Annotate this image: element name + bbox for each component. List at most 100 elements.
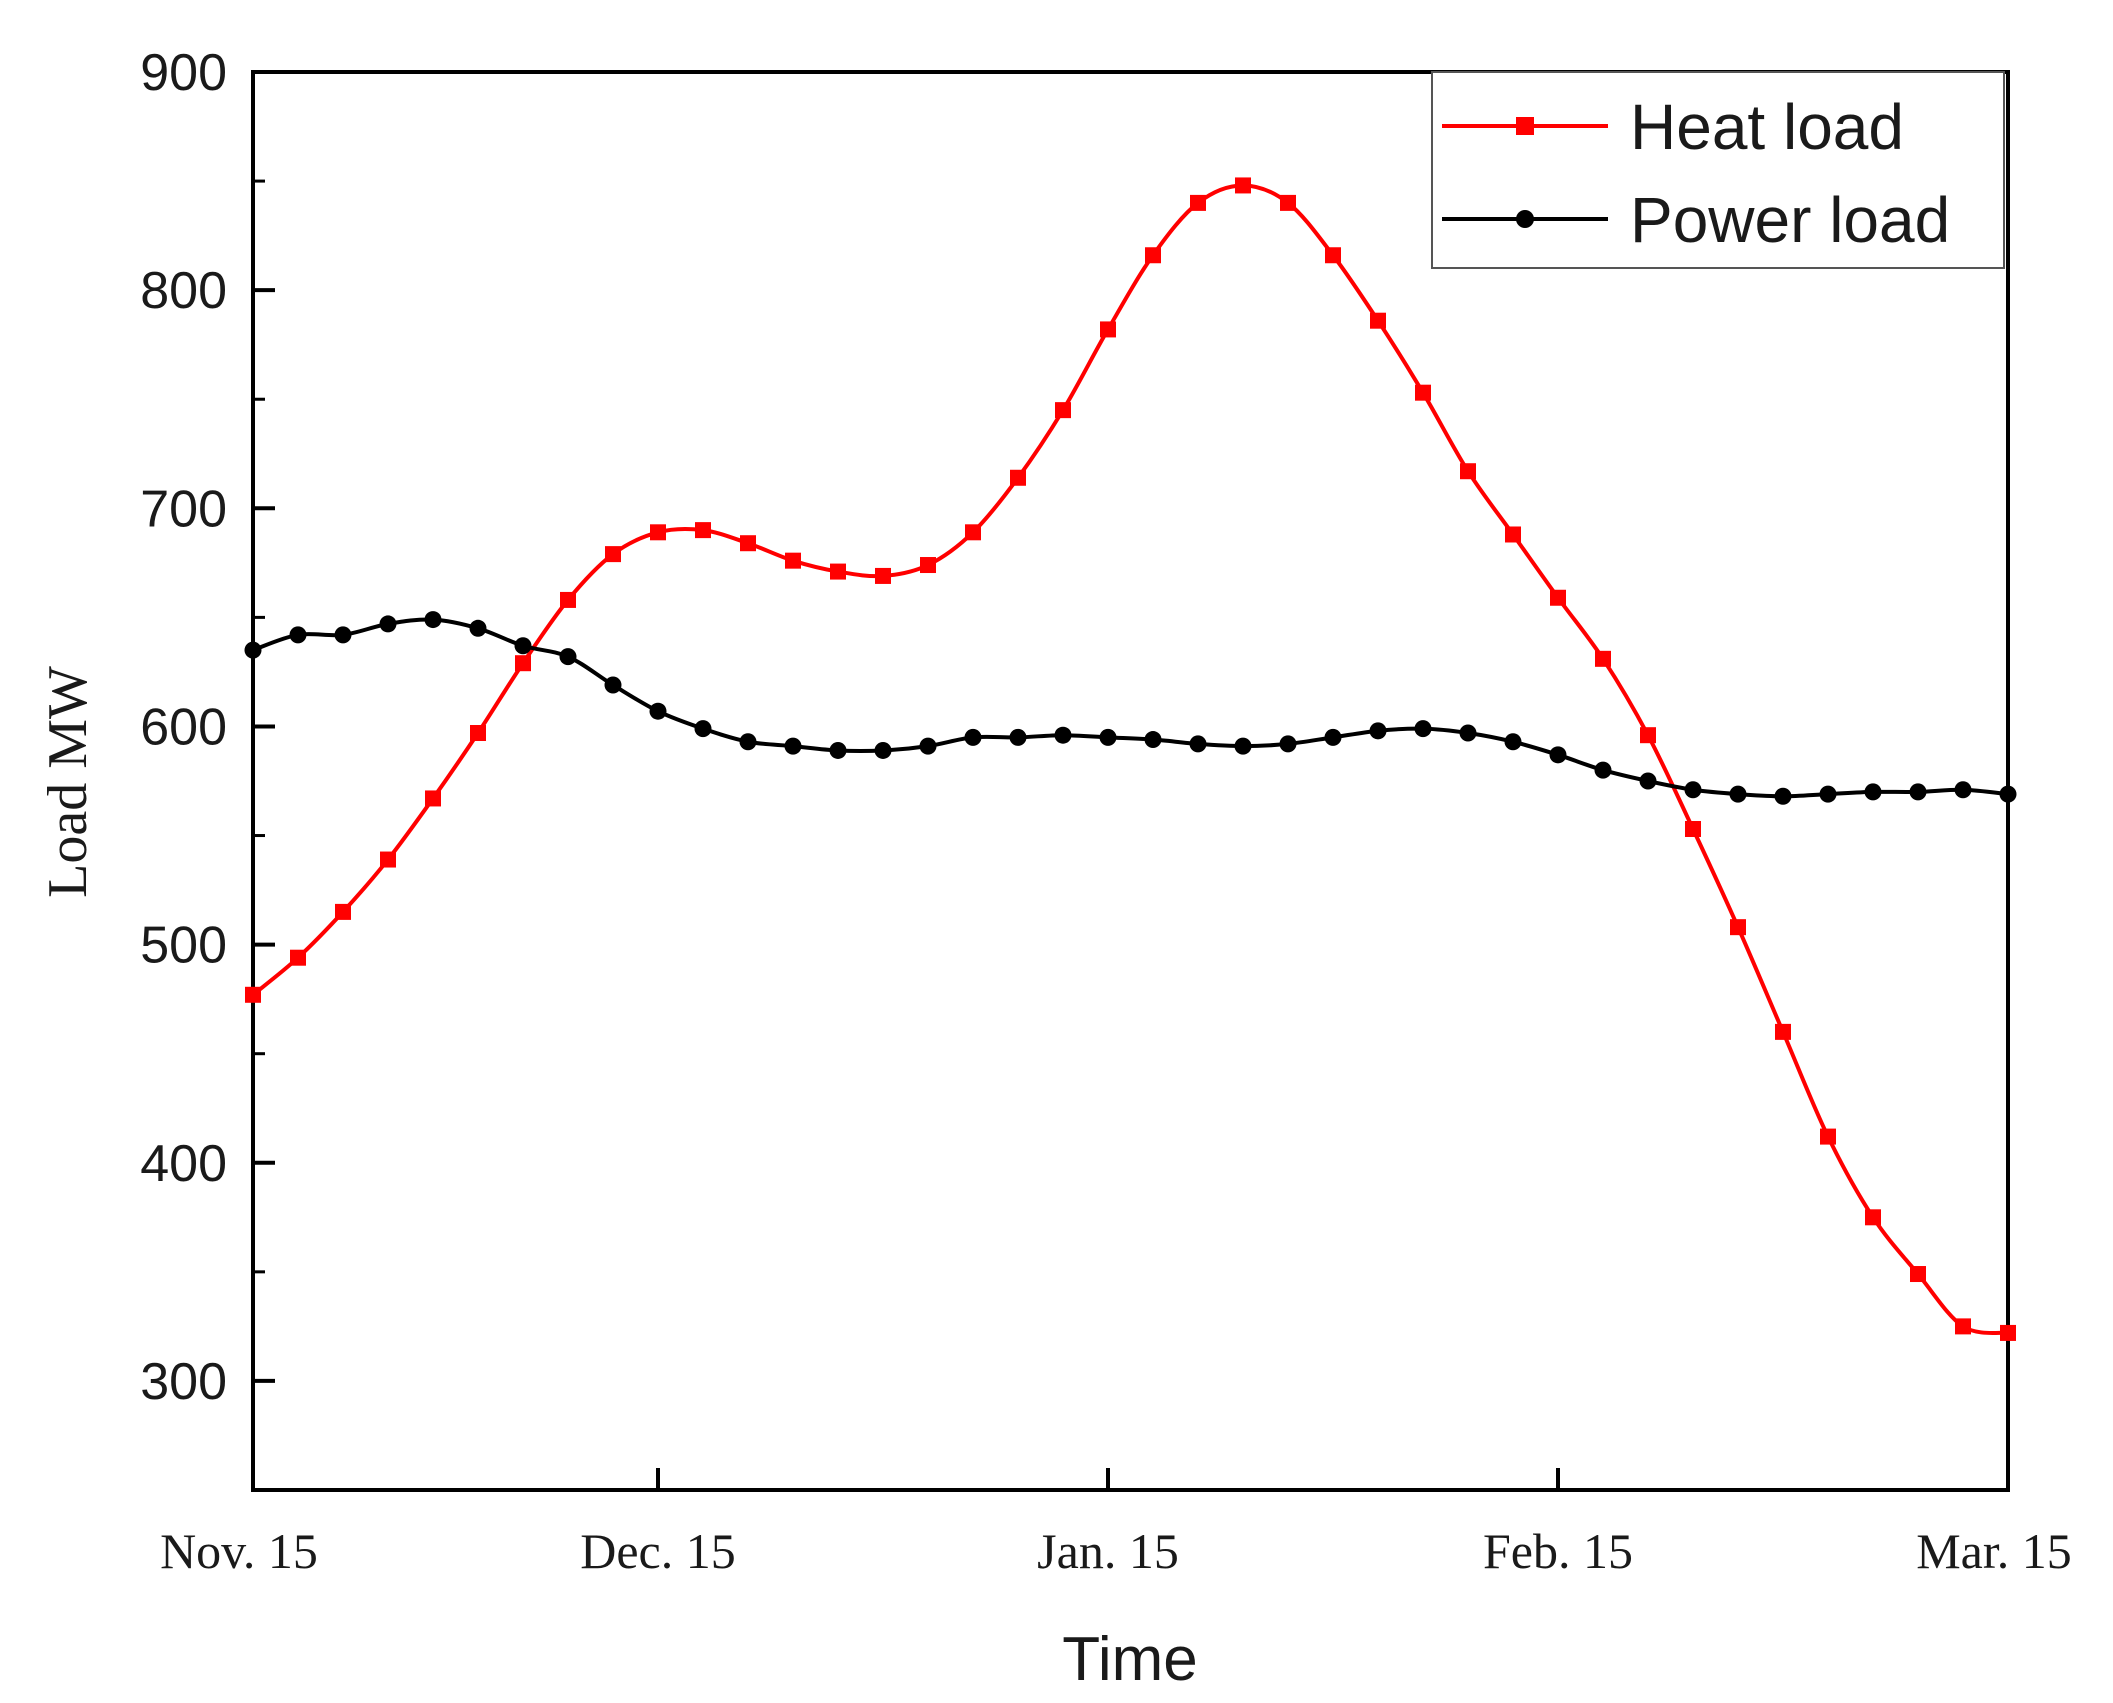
power-load-point (919, 737, 937, 755)
power-load-point (1954, 781, 1972, 799)
heat-load-point (1955, 1318, 1971, 1335)
heat-load-point (875, 567, 891, 584)
legend-power-marker (1516, 210, 1534, 228)
plot-frame (251, 70, 2010, 1492)
power-load-point (1279, 735, 1297, 753)
power-load-point (784, 737, 802, 755)
y-axis: 300 400 500 600 700 800 900 (140, 44, 275, 1492)
heat-load-point (1910, 1266, 1926, 1283)
series-layer (244, 177, 2017, 1341)
heat-load-point (1505, 526, 1521, 543)
heat-load-point (380, 851, 396, 868)
y-tick-label: 400 (140, 1135, 227, 1193)
heat-load-point (1415, 384, 1431, 401)
heat-load-point (920, 557, 936, 574)
heat-load-point (560, 591, 576, 608)
heat-load-point (830, 563, 846, 580)
heat-load-point (1460, 463, 1476, 480)
heat-load-point (1550, 589, 1566, 606)
heat-load-point (1595, 650, 1611, 667)
power-load-point (1099, 728, 1117, 746)
power-load-point (874, 741, 892, 759)
power-load-point (1819, 785, 1837, 803)
heat-load-point (2000, 1324, 2016, 1341)
heat-load-point (740, 535, 756, 552)
heat-load-point (1190, 194, 1206, 211)
x-tick-label: Feb. 15 (1483, 1523, 1633, 1579)
power-load-point (1144, 731, 1162, 749)
power-load-point (514, 637, 532, 655)
power-load-point (289, 626, 307, 644)
power-load-point (1009, 728, 1027, 746)
heat-load-point (650, 524, 666, 541)
power-load-point (1729, 785, 1747, 803)
power-load-point (424, 611, 442, 629)
power-load-point (604, 676, 622, 694)
heat-load-point (1730, 919, 1746, 936)
power-load-point (244, 641, 262, 659)
x-tick-label: Nov. 15 (160, 1523, 318, 1579)
power-load-point (1999, 785, 2017, 803)
power-load-point (1459, 724, 1477, 742)
power-load-point (379, 615, 397, 633)
legend-box (1431, 71, 2005, 269)
heat-load-point (1325, 247, 1341, 264)
power-load-point (694, 720, 712, 738)
y-tick-label: 600 (140, 698, 227, 756)
power-load-point (1774, 787, 1792, 805)
power-load-point (1684, 781, 1702, 799)
power-load-line (252, 617, 2009, 799)
legend-heat-marker (1516, 117, 1534, 135)
power-load-point (739, 733, 757, 751)
heat-load-point (1055, 402, 1071, 419)
heat-load-point (1235, 177, 1251, 194)
x-tick-label: Dec. 15 (580, 1523, 736, 1579)
heat-load-point (425, 790, 441, 807)
legend: Heat load Power load (1431, 71, 2005, 269)
heat-load-point (1820, 1128, 1836, 1145)
power-load-point (1189, 735, 1207, 753)
heat-load-point (1685, 820, 1701, 837)
power-load-point (1639, 772, 1657, 790)
power-load-point (1054, 726, 1072, 744)
y-axis-title: Load MW (37, 666, 99, 898)
power-load-point (1909, 783, 1927, 801)
power-load-point (1234, 737, 1252, 755)
power-load-point (1594, 761, 1612, 779)
power-load-point (964, 728, 982, 746)
heat-load-point (695, 522, 711, 539)
heat-load-line (251, 183, 2009, 1335)
y-tick-label: 500 (140, 917, 227, 975)
power-load-point (1504, 733, 1522, 751)
y-tick-label: 800 (140, 262, 227, 320)
heat-load-point (290, 949, 306, 966)
power-load-point (334, 626, 352, 644)
heat-load-point (1100, 321, 1116, 338)
power-load-point (1864, 783, 1882, 801)
heat-load-point (965, 524, 981, 541)
x-axis: Nov. 15 Dec. 15 Jan. 15 Feb. 15 Mar. 15 (160, 1468, 2072, 1579)
legend-heat-label: Heat load (1630, 91, 1904, 163)
heat-load-point (1010, 469, 1026, 486)
heat-load-point (335, 903, 351, 920)
y-tick-label: 900 (140, 44, 227, 102)
y-tick-label: 300 (140, 1353, 227, 1411)
x-axis-title: Time (1062, 1625, 1197, 1694)
heat-load-point (1640, 727, 1656, 744)
heat-load-point (1145, 247, 1161, 264)
power-load-point (469, 619, 487, 637)
power-load-point (1414, 720, 1432, 738)
legend-power-label: Power load (1630, 184, 1950, 256)
power-load-point (649, 702, 667, 720)
heat-load-point (605, 546, 621, 563)
y-tick-label: 700 (140, 480, 227, 538)
x-tick-label: Jan. 15 (1037, 1523, 1179, 1579)
heat-load-point (470, 725, 486, 742)
heat-load-point (785, 552, 801, 569)
x-tick-label: Mar. 15 (1916, 1523, 2072, 1579)
heat-load-point (515, 655, 531, 672)
heat-load-point (1280, 194, 1296, 211)
power-load-point (559, 648, 577, 666)
